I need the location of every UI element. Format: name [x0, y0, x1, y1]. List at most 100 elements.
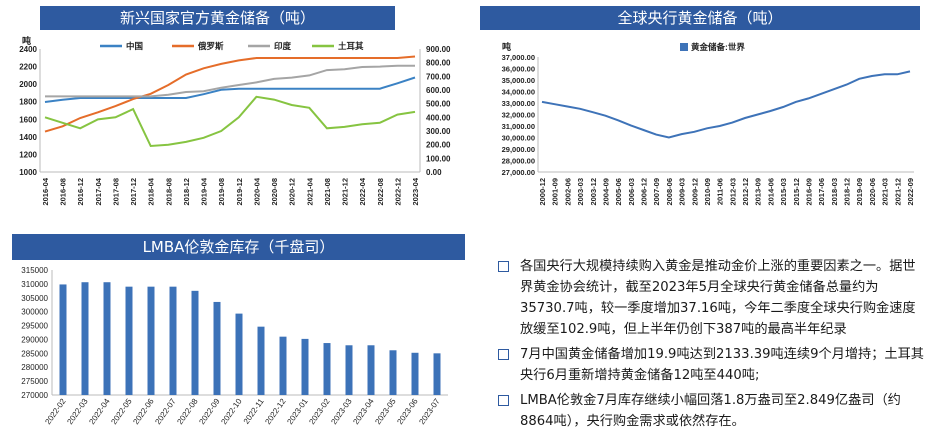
x-tick-label: 2021-08 — [323, 178, 332, 206]
x-tick-label: 2023-04 — [351, 397, 376, 427]
series-line-中国 — [44, 76, 416, 103]
legend-label: 俄罗斯 — [197, 41, 224, 51]
x-tick-label: 2008-06 — [665, 178, 674, 206]
x-tick-label: 2022-04 — [87, 397, 112, 427]
square-bullet-icon — [498, 261, 509, 272]
x-tick-label: 2016-04 — [41, 177, 50, 205]
y-tick-label: 295000 — [21, 322, 48, 331]
x-tick-label: 2006-12 — [640, 178, 649, 206]
x-tick-label: 2023-05 — [373, 397, 398, 427]
bar — [191, 290, 199, 395]
y-tick-label: 280000 — [21, 363, 48, 372]
y2-tick-label: 400.00 — [426, 113, 451, 122]
x-tick-label: 2023-02 — [307, 397, 332, 427]
y-tick-label: 37,000.00 — [502, 53, 535, 62]
y-axis-unit-label: 吨 — [502, 41, 511, 52]
lbma-inventory-panel: LMBA伦敦金库存（千盘司） 315000 310000 305000 300000 2… — [0, 232, 468, 445]
x-tick-label: 2019-08 — [217, 178, 226, 206]
bar — [213, 301, 221, 395]
legend-label: 中国 — [126, 41, 143, 51]
x-tick-label: 2022-03 — [65, 397, 90, 427]
bullet-item: 各国央行大规模持续购入黄金是推动金价上涨的重要因素之一。据世界黄金协会统计，截至… — [494, 256, 924, 340]
x-tick-label: 2021-03 — [881, 178, 890, 206]
series-line-土耳其 — [44, 95, 416, 148]
x-tick-label: 2012-03 — [728, 178, 737, 206]
y-tick-label: 29,000.00 — [502, 145, 535, 154]
y-tick-label: 2000 — [19, 80, 37, 89]
bar — [59, 284, 67, 395]
x-tick-label: 2022-08 — [376, 178, 385, 206]
y2-tick-label: 800.00 — [426, 59, 451, 68]
y-tick-label: 2200 — [19, 63, 37, 72]
x-tick-label: 2022-09 — [906, 178, 915, 206]
x-tick-label: 2023-06 — [395, 397, 420, 427]
x-tick-label: 2023-07 — [417, 397, 442, 427]
y-tick-label: 315000 — [21, 266, 48, 275]
series-line-俄罗斯 — [44, 55, 416, 133]
y-tick-label: 1000 — [19, 168, 37, 177]
y-axis-unit-label: 吨 — [22, 35, 31, 46]
x-tick-label: 2013-09 — [754, 178, 763, 206]
bullet-item: 7月中国黄金储备增加19.9吨达到2133.39吨连续9个月增持；土耳其央行6月… — [494, 344, 924, 386]
y-tick-label: 30,000.00 — [502, 134, 535, 143]
bar — [235, 313, 243, 395]
y-tick-label: 2400 — [19, 45, 37, 54]
x-tick-label: 2014-06 — [766, 178, 775, 206]
y-tick-label: 275000 — [21, 377, 48, 386]
x-tick-label: 2017-04 — [94, 177, 103, 205]
bar — [389, 350, 397, 395]
y2-tick-label: 200.00 — [426, 141, 451, 150]
bar — [169, 286, 177, 395]
x-tick-label: 2002-06 — [563, 178, 572, 206]
bar — [411, 352, 419, 395]
x-tick-label: 2020-04 — [252, 177, 261, 205]
x-tick-label: 2023-04 — [411, 177, 420, 205]
x-tick-label: 2020-08 — [270, 178, 279, 206]
bar — [81, 282, 89, 395]
x-tick-label: 2023-01 — [285, 397, 310, 427]
x-tick-label: 2018-12 — [182, 178, 191, 206]
square-bullet-icon — [498, 349, 509, 360]
x-tick-label: 2022-10 — [219, 397, 244, 427]
y2-tick-label: 600.00 — [426, 86, 451, 95]
x-tick-label: 2000-12 — [538, 178, 547, 206]
bullet-text: 各国央行大规模持续购入黄金是推动金价上涨的重要因素之一。据世界黄金协会统计，截至… — [520, 259, 916, 337]
x-tick-label: 2022-07 — [153, 397, 178, 427]
legend-label: 印度 — [274, 41, 292, 51]
bar — [103, 282, 111, 395]
x-tick-label: 2019-09 — [855, 178, 864, 206]
x-tick-label: 2017-08 — [111, 178, 120, 206]
y2-tick-label: 100.00 — [426, 154, 451, 163]
y-tick-label: 34,000.00 — [502, 88, 535, 97]
y-tick-label: 1800 — [19, 98, 37, 107]
square-bullet-icon — [498, 395, 509, 406]
x-tick-label: 2022-06 — [131, 397, 156, 427]
x-tick-label: 2011-06 — [716, 178, 725, 205]
x-tick-label: 2018-12 — [843, 178, 852, 206]
x-tick-label: 2022-02 — [43, 397, 68, 427]
x-tick-label: 2018-04 — [147, 177, 156, 205]
bar — [301, 338, 309, 395]
y-tick-label: 305000 — [21, 294, 48, 303]
x-tick-label: 2016-12 — [76, 178, 85, 206]
x-tick-label: 2022-12 — [263, 397, 288, 427]
y-tick-label: 36,000.00 — [502, 65, 535, 74]
x-tick-label: 2012-12 — [741, 178, 750, 206]
bullet-text: 7月中国黄金储备增加19.9吨达到2133.39吨连续9个月增持；土耳其央行6月… — [520, 347, 924, 383]
chart-title-world: 全球央行黄金储备（吨） — [480, 6, 920, 30]
x-tick-label: 2001-09 — [551, 178, 560, 206]
bar — [147, 286, 155, 395]
x-tick-label: 2022-09 — [197, 397, 222, 427]
y-tick-label: 290000 — [21, 335, 48, 344]
y-tick-label: 27,000.00 — [502, 168, 535, 177]
x-tick-label: 2023-03 — [329, 397, 354, 427]
y-tick-label: 300000 — [21, 308, 48, 317]
x-tick-label: 2006-03 — [627, 178, 636, 206]
y-tick-label: 1600 — [19, 115, 37, 124]
x-tick-label: 2022-04 — [358, 177, 367, 205]
y-tick-label: 33,000.00 — [502, 99, 535, 108]
x-tick-label: 2020-06 — [868, 178, 877, 206]
emerging-gold-reserves-panel: 新兴国家官方黄金储备（吨） 吨 2400 2200 2000 1800 1600 1400 1… — [0, 0, 468, 230]
x-tick-label: 2017-06 — [817, 178, 826, 206]
x-tick-label: 2015-03 — [779, 178, 788, 206]
